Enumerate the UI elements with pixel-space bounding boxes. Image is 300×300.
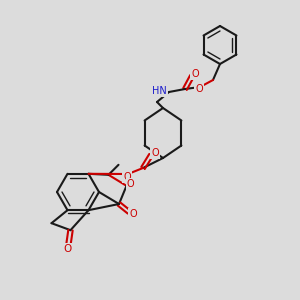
Text: O: O	[129, 209, 137, 219]
Text: O: O	[191, 69, 199, 79]
Text: O: O	[123, 172, 131, 182]
Text: O: O	[195, 84, 203, 94]
Text: O: O	[151, 148, 159, 158]
Text: O: O	[63, 244, 72, 254]
Text: O: O	[127, 179, 134, 189]
Text: HN: HN	[152, 86, 167, 96]
